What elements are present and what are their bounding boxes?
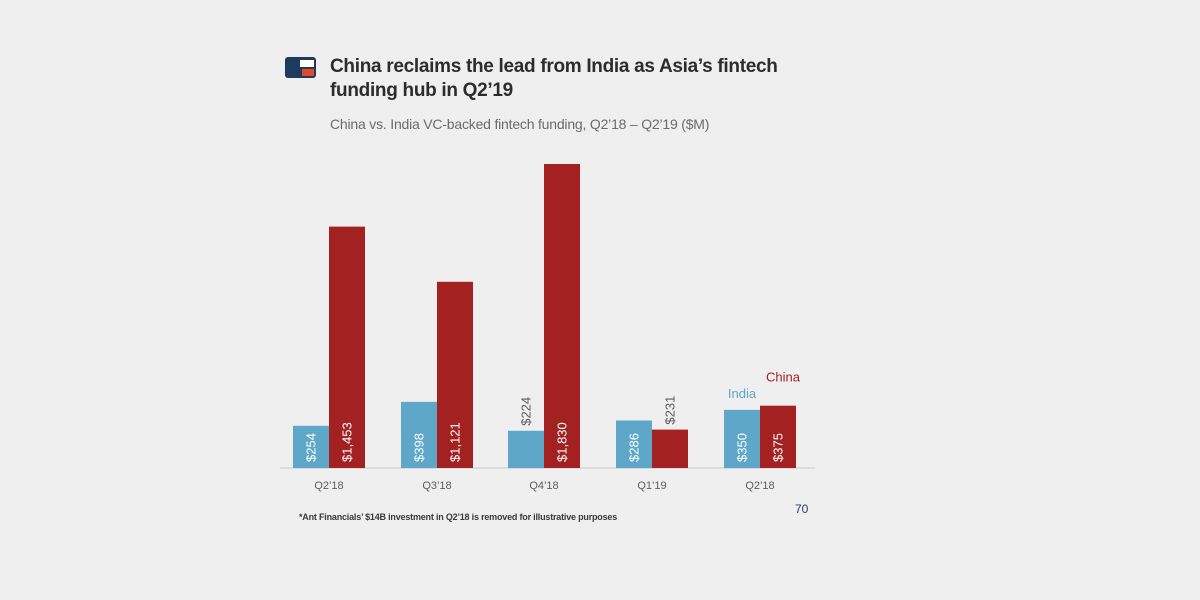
bar-china-0 bbox=[329, 226, 365, 468]
data-label-china-1: $1,121 bbox=[448, 422, 463, 462]
bar-china-3 bbox=[652, 429, 688, 468]
footnote: *Ant Financials’ $14B investment in Q2’1… bbox=[299, 512, 618, 522]
bar-india-0 bbox=[293, 425, 329, 468]
data-label-india-3: $286 bbox=[627, 433, 642, 462]
x-tick-label-3: Q1’19 bbox=[637, 480, 666, 492]
data-label-china-4: $375 bbox=[771, 433, 786, 462]
bar-chart: $254 $1,453 Q2’18 $398 $1,121 Q3’18 $224 $1,830… bbox=[280, 164, 815, 492]
bar-china-2 bbox=[544, 164, 580, 468]
data-label-china-3: $231 bbox=[663, 396, 678, 425]
data-label-china-2: $1,830 bbox=[555, 422, 570, 462]
cb-insights-logo-icon bbox=[285, 57, 316, 78]
data-label-india-0: $254 bbox=[304, 433, 319, 462]
bar-india-4 bbox=[724, 409, 760, 468]
data-label-india-4: $350 bbox=[735, 433, 750, 462]
chart-title: China reclaims the lead from India as As… bbox=[330, 56, 778, 101]
bar-china-4 bbox=[760, 405, 796, 468]
page-number: 70 bbox=[795, 502, 809, 516]
x-tick-label-2: Q4’18 bbox=[529, 480, 558, 492]
data-label-india-1: $398 bbox=[412, 433, 427, 462]
bar-india-2 bbox=[508, 430, 544, 468]
legend-label-china: China bbox=[766, 370, 801, 385]
chart-subtitle: China vs. India VC-backed fintech fundin… bbox=[330, 116, 710, 132]
bar-india-1 bbox=[401, 401, 437, 468]
x-tick-label-1: Q3’18 bbox=[422, 480, 451, 492]
x-tick-label-4: Q2’18 bbox=[745, 480, 774, 492]
bar-china-1 bbox=[437, 281, 473, 468]
data-label-india-2: $224 bbox=[519, 397, 534, 426]
legend-label-india: India bbox=[728, 386, 757, 401]
bar-india-3 bbox=[616, 420, 652, 468]
data-label-china-0: $1,453 bbox=[340, 422, 355, 462]
x-tick-label-0: Q2’18 bbox=[314, 480, 343, 492]
